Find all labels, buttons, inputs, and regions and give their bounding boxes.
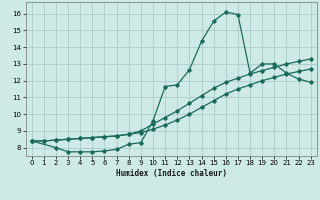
X-axis label: Humidex (Indice chaleur): Humidex (Indice chaleur) <box>116 169 227 178</box>
